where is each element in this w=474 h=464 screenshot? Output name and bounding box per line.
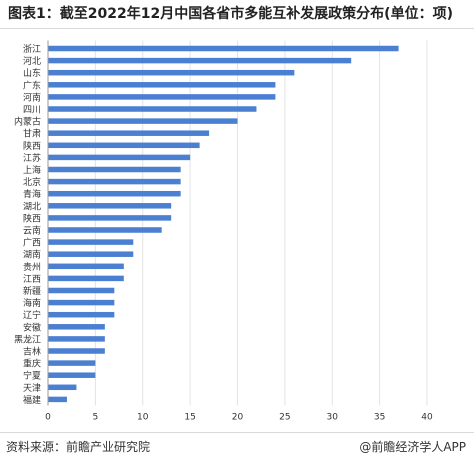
category-label: 四川	[23, 106, 41, 116]
x-tick-label: 40	[421, 412, 433, 422]
bars	[48, 45, 399, 403]
category-label: 贵州	[23, 261, 41, 273]
category-label: 福建	[23, 394, 41, 406]
bar	[48, 384, 77, 391]
bar	[48, 372, 96, 378]
category-label: 浙江	[23, 43, 41, 55]
category-label: 河北	[23, 55, 41, 67]
bar	[48, 215, 172, 221]
category-label: 内蒙古	[14, 116, 41, 128]
bar	[48, 299, 115, 306]
bar	[48, 287, 115, 294]
category-label: 广东	[23, 79, 41, 91]
category-label: 北京	[23, 176, 41, 188]
category-label: 陕西	[23, 140, 41, 152]
category-label: 黑龙江	[14, 333, 41, 345]
x-tick-label: 25	[279, 412, 290, 422]
category-label: 海南	[23, 297, 41, 309]
bar	[48, 311, 115, 318]
brand-credit: @前瞻经济学人APP	[359, 440, 466, 454]
category-label: 广西	[23, 237, 41, 249]
category-label: 山东	[23, 67, 41, 79]
bar	[48, 130, 210, 136]
bar	[48, 178, 181, 185]
bar	[48, 227, 162, 233]
bar	[48, 69, 295, 76]
bar	[48, 263, 124, 270]
category-label: 河南	[23, 91, 41, 103]
bar	[48, 336, 105, 342]
category-label: 重庆	[23, 358, 41, 370]
bar	[48, 275, 124, 282]
bar	[48, 239, 134, 245]
category-label: 江西	[23, 274, 41, 285]
category-label: 江苏	[23, 152, 41, 164]
category-label: 上海	[23, 164, 41, 176]
x-tick-label: 30	[327, 412, 339, 422]
x-tick-label: 15	[184, 412, 195, 422]
bar	[48, 94, 276, 100]
grid-lines	[94, 40, 428, 406]
bar	[48, 82, 276, 88]
bar	[48, 166, 181, 173]
category-label: 吉林	[23, 346, 41, 358]
bar	[48, 154, 191, 161]
bar	[48, 45, 399, 52]
category-label: 湖南	[23, 249, 41, 261]
x-tick-label: 10	[137, 412, 149, 422]
x-tick-label: 20	[232, 412, 244, 422]
bar	[48, 190, 181, 197]
category-label: 云南	[23, 225, 41, 237]
bar	[48, 360, 96, 366]
category-label: 天津	[23, 383, 41, 394]
category-label: 辽宁	[23, 309, 41, 321]
category-labels: 浙江河北山东广东河南四川内蒙古甘肃陕西江苏上海北京青海湖北陕西云南广西湖南贵州江…	[14, 43, 41, 406]
bar	[48, 348, 105, 354]
title-divider	[0, 28, 474, 29]
category-label: 湖北	[23, 201, 41, 212]
bar	[48, 57, 352, 64]
bar	[48, 118, 238, 124]
x-tick-label: 35	[374, 412, 385, 422]
x-tick-labels: 0 5 10 15 20 25 30 35 40	[45, 412, 433, 422]
bar	[48, 142, 200, 149]
category-label: 青海	[23, 188, 41, 200]
category-label: 新疆	[23, 285, 41, 297]
category-label: 安徽	[23, 321, 41, 333]
bar	[48, 106, 257, 112]
footer-divider	[0, 432, 474, 433]
x-tick-label: 0	[45, 412, 51, 422]
bar	[48, 324, 105, 330]
x-tick-label: 5	[93, 412, 99, 422]
source-note: 资料来源：前瞻产业研究院	[6, 440, 151, 454]
bar	[48, 251, 134, 257]
bar-chart: 浙江河北山东广东河南四川内蒙古甘肃陕西江苏上海北京青海湖北陕西云南广西湖南贵州江…	[14, 40, 433, 422]
bar	[48, 203, 172, 209]
category-label: 宁夏	[23, 370, 41, 382]
bar	[48, 396, 67, 403]
category-label: 陕西	[23, 212, 41, 224]
category-label: 甘肃	[23, 128, 41, 140]
chart-title: 图表1：截至2022年12月中国各省市多能互补发展政策分布(单位：项)	[8, 6, 453, 22]
